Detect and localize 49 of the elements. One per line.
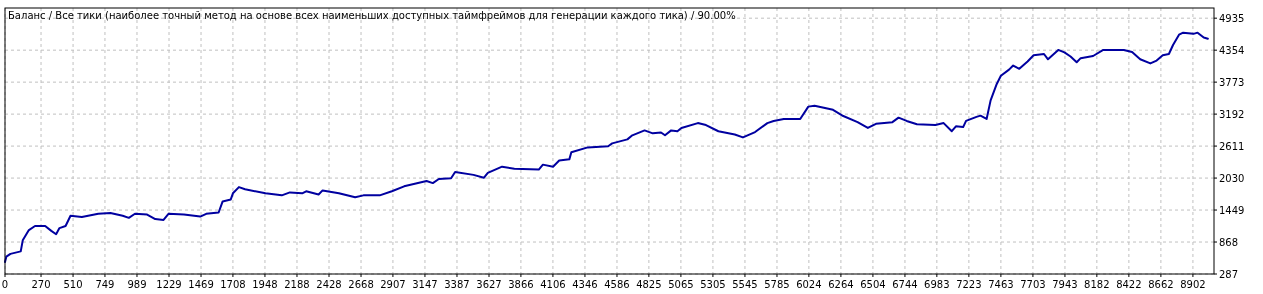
x-tick-label: 4586 [604, 279, 630, 290]
y-tick-label: 4935 [1219, 12, 1245, 24]
x-tick-label: 1469 [188, 279, 214, 290]
x-tick-label: 2668 [348, 279, 374, 290]
x-tick-label: 5305 [700, 279, 726, 290]
x-tick-label: 3866 [508, 279, 534, 290]
x-tick-label: 4825 [636, 279, 662, 290]
y-tick-label: 3773 [1219, 76, 1245, 88]
x-tick-label: 7703 [1020, 279, 1046, 290]
x-tick-label: 749 [95, 279, 115, 290]
y-tick-label: 2611 [1219, 140, 1245, 152]
x-tick-label: 2907 [380, 279, 406, 290]
x-tick-label: 2428 [316, 279, 342, 290]
line-series [4, 31, 1209, 263]
x-tick-label: 7463 [988, 279, 1014, 290]
x-tick-label: 5065 [668, 279, 694, 290]
x-tick-label: 8422 [1116, 279, 1142, 290]
x-tick-label: 6744 [892, 279, 918, 290]
x-tick-label: 6264 [828, 279, 854, 290]
x-tick-label: 6024 [796, 279, 822, 290]
x-tick-label: 510 [63, 279, 83, 290]
x-tick-label: 1948 [252, 279, 278, 290]
x-tick-label: 8182 [1084, 279, 1110, 290]
x-tick-label: 6983 [924, 279, 950, 290]
x-tick-label: 4346 [572, 279, 598, 290]
y-tick-label: 2030 [1219, 172, 1245, 184]
y-tick-label: 868 [1219, 236, 1239, 248]
x-tick-label: 2188 [284, 279, 310, 290]
x-tick-label: 7943 [1052, 279, 1078, 290]
x-tick-label: 0 [1, 279, 9, 290]
y-tick-label: 287 [1219, 268, 1239, 280]
x-tick-label: 3147 [412, 279, 438, 290]
x-tick-label: 1229 [156, 279, 182, 290]
x-tick-label: 5545 [732, 279, 758, 290]
x-tick-label: 1708 [220, 279, 246, 290]
x-tick-label: 3387 [444, 279, 470, 290]
x-tick-label: 4106 [540, 279, 566, 290]
y-tick-label: 3192 [1219, 108, 1245, 120]
x-tick-label: 6504 [860, 279, 886, 290]
y-tick-label: 4354 [1219, 44, 1245, 56]
x-tick-label: 270 [31, 279, 51, 290]
x-tick-label: 8902 [1180, 279, 1206, 290]
x-tick-label: 989 [127, 279, 147, 290]
chart-title: Баланс / Все тики (наиболее точный метод на основе всех наименьших доступных таймфреймов для генерации каждого тика) / 90.00% [8, 10, 736, 21]
x-tick-label: 8662 [1148, 279, 1174, 290]
x-tick-label: 5785 [764, 279, 790, 290]
x-tick-label: 3627 [476, 279, 502, 290]
y-tick-label: 1449 [1219, 204, 1245, 216]
x-tick-label: 7223 [956, 279, 982, 290]
